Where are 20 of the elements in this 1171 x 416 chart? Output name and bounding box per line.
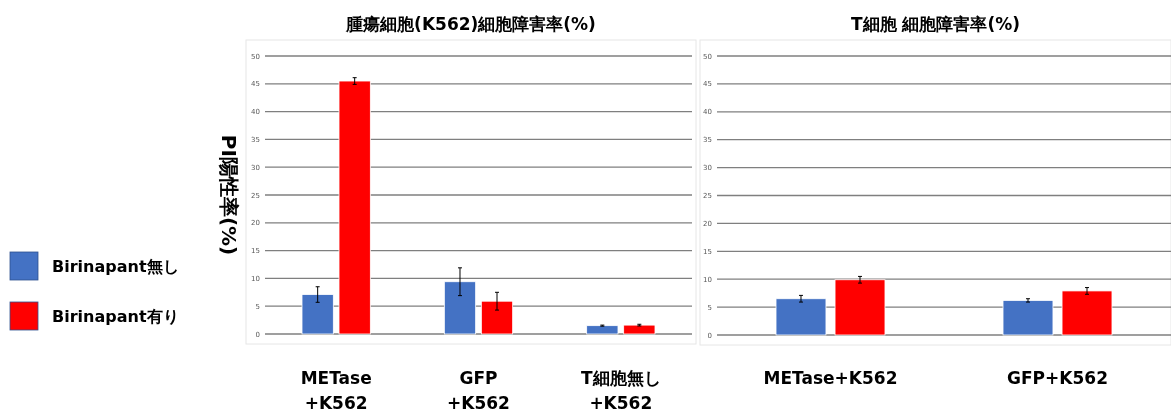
x-tick-label: GFP +K562 (447, 368, 510, 413)
legend-label: Birinapant有り (52, 307, 179, 326)
x-tick-label: GFP+K562 (1007, 368, 1108, 388)
chart-title: T細胞 細胞障害率(%) (850, 14, 1021, 34)
bar (623, 324, 656, 335)
x-tick-label: T細胞無し +K562 (581, 368, 661, 413)
bar (1002, 300, 1054, 336)
bar (338, 80, 371, 335)
x-tick-label: METase +K562 (300, 368, 372, 413)
bar (480, 300, 514, 335)
legend-label: Birinapant無し (52, 257, 179, 276)
x-tick-label: METase+K562 (763, 368, 898, 388)
y-axis-title: PI陽性率(%) (217, 134, 241, 256)
chart-title: 腫瘍細胞(K562)細胞障害率(%) (345, 14, 596, 34)
bar (1061, 290, 1113, 336)
bar (834, 279, 886, 336)
bar (301, 294, 334, 335)
bar (443, 281, 477, 335)
bar (586, 325, 619, 335)
bar (775, 298, 827, 336)
